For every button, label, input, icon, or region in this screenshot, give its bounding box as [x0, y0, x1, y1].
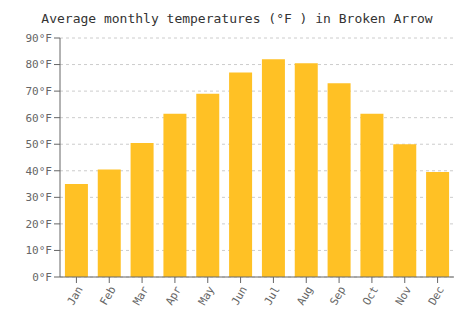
html-text:Average monthly temperatures (: Average monthly temperatures (°F ) in Br…	[41, 11, 433, 26]
svg-text:0°F: 0°F	[32, 271, 52, 284]
svg-text:20°F: 20°F	[26, 218, 53, 231]
svg-text:80°F: 80°F	[26, 58, 53, 71]
svg-text:Apr: Apr	[163, 284, 184, 308]
svg-text:Aug: Aug	[294, 284, 315, 308]
svg-text:May: May	[196, 284, 217, 308]
svg-text:10°F: 10°F	[26, 244, 53, 257]
svg-text:70°F: 70°F	[26, 85, 53, 98]
svg-text:Nov: Nov	[393, 284, 414, 308]
svg-text:Oct: Oct	[360, 284, 381, 308]
svg-text:40°F: 40°F	[26, 165, 53, 178]
svg-text:Jan: Jan	[65, 284, 86, 308]
svg-text:Sep: Sep	[327, 284, 348, 308]
svg-text:Dec: Dec	[426, 284, 447, 308]
svg-text:90°F: 90°F	[26, 32, 53, 45]
svg-text:Jul: Jul	[262, 284, 283, 308]
svg-text:50°F: 50°F	[26, 138, 53, 151]
svg-text:Jun: Jun	[229, 284, 250, 308]
svg-text:60°F: 60°F	[26, 112, 53, 125]
svg-text:Feb: Feb	[97, 284, 118, 308]
svg-text:Mar: Mar	[130, 284, 151, 308]
svg-text:30°F: 30°F	[26, 191, 53, 204]
